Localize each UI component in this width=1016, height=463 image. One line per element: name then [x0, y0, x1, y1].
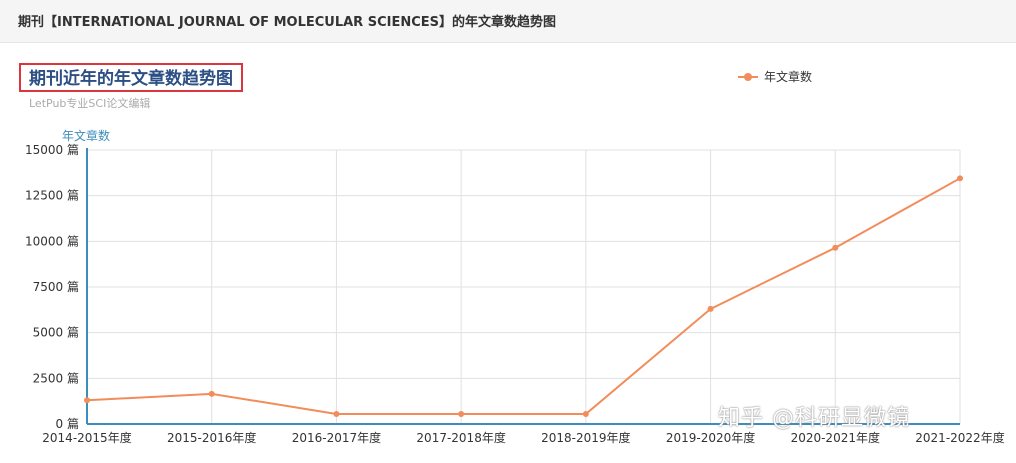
chart-title-highlight: 期刊近年的年文章数趋势图: [19, 63, 243, 92]
y-tick-label: 2500 篇: [33, 370, 79, 385]
legend-label: 年文章数: [764, 69, 812, 84]
series-line: [86, 177, 961, 415]
x-tick-label: 2015-2016年度: [167, 430, 256, 445]
chart-subtitle: LetPub专业SCI论文编辑: [29, 97, 151, 110]
y-tick-label: 15000 篇: [25, 142, 79, 157]
data-point: [84, 397, 90, 404]
x-tick-label: 2016-2017年度: [292, 430, 381, 445]
data-point: [333, 410, 340, 417]
data-point: [458, 410, 465, 417]
data-point: [832, 244, 839, 251]
panel-header: 期刊【INTERNATIONAL JOURNAL OF MOLECULAR SC…: [0, 0, 1016, 43]
y-tick-label: 12500 篇: [25, 188, 79, 203]
x-tick-label: 2018-2019年度: [541, 430, 630, 445]
watermark: 知乎 @科研显微镜: [718, 406, 910, 431]
panel-title: 期刊【INTERNATIONAL JOURNAL OF MOLECULAR SC…: [18, 15, 556, 30]
y-tick-label: 0 篇: [56, 416, 79, 431]
legend-marker-icon: [744, 73, 752, 81]
data-point: [957, 175, 963, 182]
y-axis-label: 年文章数: [62, 128, 110, 143]
y-tick-label: 5000 篇: [33, 325, 79, 340]
data-point: [582, 410, 589, 417]
x-tick-label: 2017-2018年度: [416, 430, 505, 445]
y-tick-label: 7500 篇: [33, 279, 79, 294]
x-tick-label: 2021-2022年度: [915, 430, 1004, 445]
x-tick-label: 2019-2020年度: [666, 430, 755, 445]
data-point: [208, 390, 215, 397]
x-tick-label: 2014-2015年度: [42, 430, 131, 445]
chart-title: 期刊近年的年文章数趋势图: [29, 69, 233, 89]
y-tick-label: 10000 篇: [25, 233, 79, 248]
x-tick-label: 2020-2021年度: [791, 430, 880, 445]
data-point: [707, 305, 714, 312]
